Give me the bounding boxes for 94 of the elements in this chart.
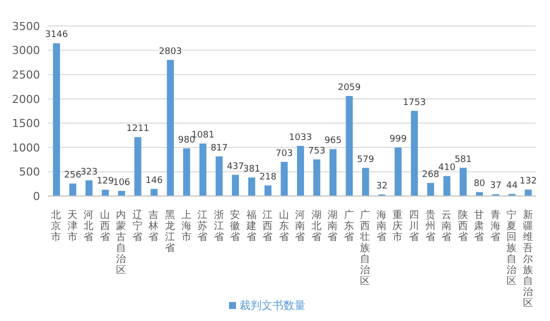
bar	[134, 137, 142, 196]
data-label: 753	[308, 146, 326, 156]
y-tick-label: 2000	[12, 92, 40, 106]
x-tick-label: 吉林省	[148, 209, 159, 243]
bar	[330, 149, 337, 196]
bar	[427, 182, 434, 196]
data-label: 323	[80, 167, 98, 178]
x-tick-label: 四川省	[409, 210, 419, 243]
x-tick-label: 上海市	[181, 209, 192, 243]
bar	[410, 110, 418, 196]
data-label: 381	[243, 164, 260, 174]
x-tick-label: 江西省	[262, 209, 273, 243]
y-tick-label: 1000	[12, 141, 40, 154]
bar	[476, 192, 483, 196]
bar	[524, 190, 532, 196]
data-label: 980	[178, 135, 196, 146]
bar	[346, 96, 353, 196]
data-label: 1211	[126, 124, 150, 134]
bar	[86, 180, 93, 196]
x-tick-label: 广东省	[344, 209, 354, 243]
x-tick-label: 山西省	[100, 209, 110, 243]
bar	[150, 188, 158, 196]
x-tick-label: 浙江省	[214, 209, 224, 243]
bar	[248, 177, 256, 196]
data-label: 129	[96, 176, 114, 187]
y-tick-label: 2500	[12, 68, 40, 82]
data-label: 32	[376, 181, 388, 192]
bar	[264, 185, 272, 196]
category-label: 新疆维吾尔族自治区	[522, 210, 533, 309]
data-label: 581	[454, 154, 472, 165]
x-tick-label: 北京市	[51, 209, 62, 243]
x-tick-label: 河南省	[295, 209, 306, 243]
data-label: 703	[276, 148, 293, 159]
x-tick-label: 山东省	[278, 209, 289, 243]
x-tick-label: 海南省	[376, 209, 386, 243]
bar	[216, 156, 223, 196]
x-tick-label: 甘肃省	[474, 209, 484, 243]
x-tick-label: 辽宁省	[132, 209, 142, 243]
bar	[297, 146, 304, 196]
bar	[362, 168, 370, 196]
data-label: 132	[520, 176, 537, 187]
data-label: 817	[210, 143, 228, 154]
x-tick-label: 安徽省	[230, 209, 240, 243]
data-label: 2059	[338, 82, 362, 93]
data-label: 106	[112, 178, 130, 188]
x-tick-label: 广西壮族自治区	[359, 209, 370, 287]
data-label: 218	[259, 172, 277, 182]
data-label: 965	[324, 136, 342, 146]
data-label: 579	[356, 154, 374, 165]
data-label: 410	[438, 163, 456, 174]
x-tick-label: 重庆市	[392, 209, 403, 243]
y-tick-label: 3500	[12, 20, 40, 33]
y-tick-label: 1500	[12, 117, 40, 130]
data-label: 80	[474, 179, 486, 190]
bar	[460, 168, 467, 196]
bar	[199, 143, 206, 196]
x-tick-label: 内蒙古自治区	[116, 209, 126, 276]
x-tick-label: 贵州省	[425, 209, 436, 243]
y-tick-label: 500	[19, 166, 40, 179]
x-tick-label: 天津市	[67, 210, 78, 243]
data-label: 1753	[402, 98, 426, 108]
bar	[53, 43, 60, 196]
bar	[69, 184, 76, 196]
data-label: 146	[146, 176, 163, 186]
bar	[394, 147, 402, 196]
x-tick-label: 云南省	[442, 210, 452, 243]
x-tick-label: 福建省	[245, 209, 256, 243]
data-label: 44	[506, 180, 518, 191]
data-label: 1033	[289, 132, 312, 143]
x-tick-label: 宁夏回族自治区	[506, 209, 517, 287]
data-label: 437	[226, 162, 244, 172]
data-label: 37	[490, 181, 502, 192]
y-tick-label: 0	[33, 190, 40, 203]
bar	[102, 190, 109, 196]
bar	[183, 148, 190, 196]
x-tick-label: 陕西省	[458, 209, 468, 243]
bar	[280, 162, 288, 196]
bar	[313, 159, 320, 196]
y-tick-label: 3000	[12, 44, 40, 58]
bar	[443, 176, 450, 196]
data-label: 2803	[158, 46, 182, 57]
data-label: 256	[64, 170, 82, 181]
x-tick-label: 河北省	[84, 209, 94, 243]
x-tick-label: 青海省	[490, 209, 500, 243]
data-label: 3146	[45, 30, 68, 40]
x-tick-label: 黑龙江省	[165, 210, 175, 254]
x-tick-label: 湖南省	[328, 209, 338, 243]
x-tick-label: 湖北省	[311, 209, 322, 243]
bar	[232, 174, 239, 196]
legend-label: 裁判文书数量	[240, 299, 306, 312]
data-label: 999	[390, 134, 407, 144]
data-label: 268	[422, 170, 440, 180]
bar	[166, 60, 174, 196]
x-tick-label: 江苏省	[198, 209, 208, 243]
